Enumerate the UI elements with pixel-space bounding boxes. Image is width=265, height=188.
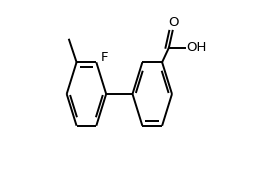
Text: F: F [101,51,108,64]
Text: OH: OH [186,41,206,54]
Text: O: O [168,16,179,29]
